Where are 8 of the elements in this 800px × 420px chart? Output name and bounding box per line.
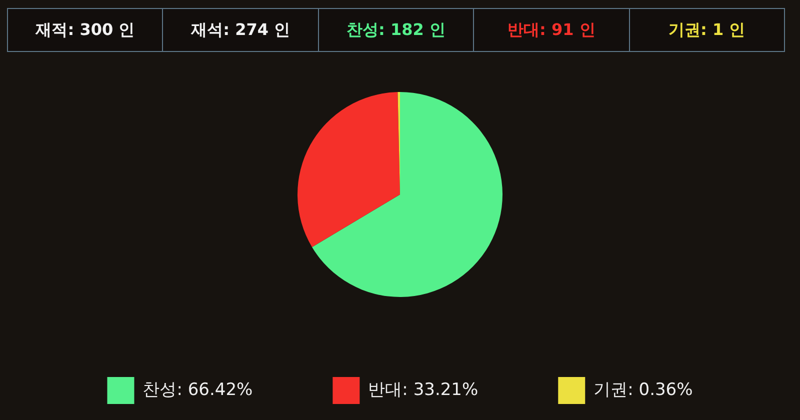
- text: 재석: 274 인: [191, 20, 290, 40]
- text: 찬성: 182 인: [346, 20, 446, 40]
- text: 반대: 91 인: [508, 20, 596, 40]
- legend-label: 찬성: 66.42%: [142, 380, 253, 400]
- legend-label: 반대: 33.21%: [368, 380, 478, 400]
- text: 기권: 1 인: [668, 20, 746, 40]
- text: 재적: 300 인: [36, 20, 135, 40]
- legend-label: 기권: 0.36%: [594, 380, 693, 400]
